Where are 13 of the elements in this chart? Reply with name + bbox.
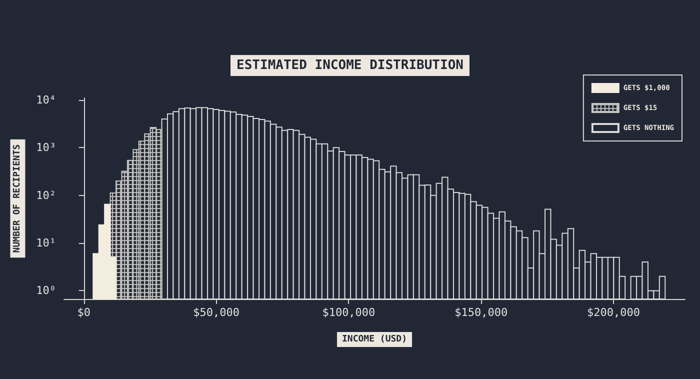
y-axis-title: NUMBER OF RECIPIENTS xyxy=(12,144,23,253)
x-tick-label: $0 xyxy=(77,306,90,319)
y-tick-label: 10² xyxy=(36,188,56,202)
x-tick-label: $100,000 xyxy=(322,306,376,319)
y-tick-label: 10⁴ xyxy=(36,93,56,106)
y-tick-label: 10¹ xyxy=(36,236,56,250)
x-axis-title: INCOME (USD) xyxy=(342,334,408,344)
x-tick-label: $150,000 xyxy=(454,306,508,319)
y-tick-label: 10³ xyxy=(36,141,56,154)
x-tick-label: $50,000 xyxy=(193,306,240,319)
chart-title: ESTIMATED INCOME DISTRIBUTION xyxy=(236,58,464,73)
y-tick-label: 10⁰ xyxy=(36,284,56,298)
x-tick-label: $200,000 xyxy=(587,306,640,319)
